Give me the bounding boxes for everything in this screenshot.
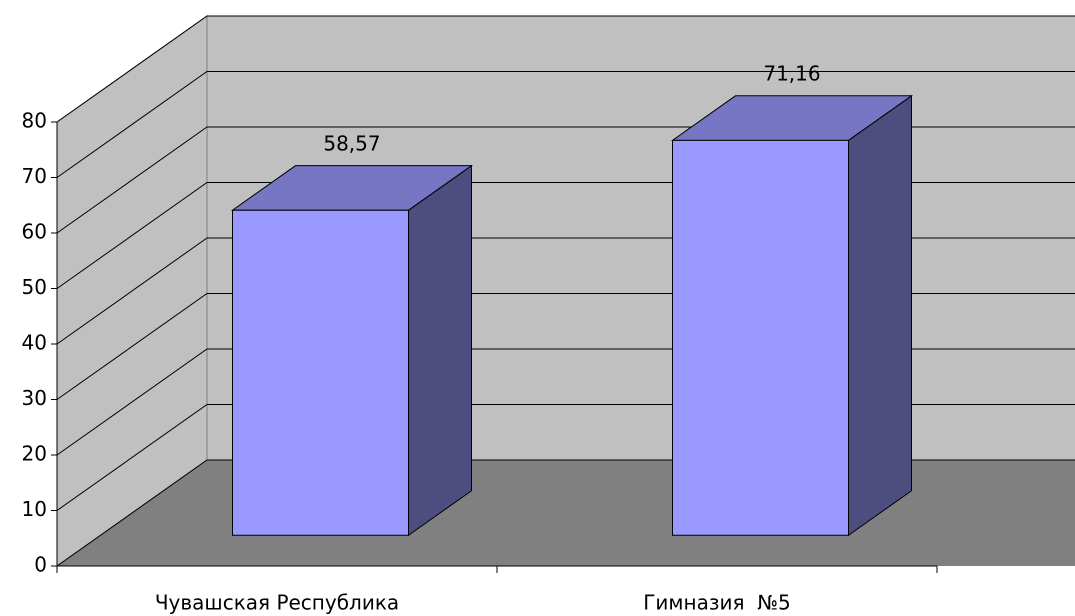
grid-line bbox=[56, 293, 1075, 400]
bar bbox=[672, 139, 849, 536]
floor-right bbox=[937, 468, 1075, 566]
grid-line bbox=[56, 404, 1075, 511]
y-tick-label: 80 bbox=[22, 109, 47, 133]
grid-line bbox=[56, 71, 1075, 178]
grid-line bbox=[56, 237, 1075, 345]
x-tick-label: Гимназия №5 bbox=[643, 591, 791, 615]
grid-line bbox=[56, 126, 1075, 234]
bar bbox=[232, 209, 409, 536]
y-tick-label: 10 bbox=[22, 497, 47, 521]
floor bbox=[55, 459, 1075, 567]
grid-line bbox=[56, 348, 1075, 456]
y-tick-label: 0 bbox=[34, 553, 47, 577]
grid-line bbox=[56, 182, 1075, 289]
bar-side bbox=[408, 164, 472, 537]
x-tick-label: Чувашская Республика bbox=[155, 591, 399, 615]
y-tick-label: 20 bbox=[22, 442, 47, 466]
y-tick-label: 70 bbox=[22, 164, 47, 188]
y-tick-label: 50 bbox=[22, 275, 47, 299]
y-tick-label: 40 bbox=[22, 331, 47, 355]
y-tick-label: 60 bbox=[22, 220, 47, 244]
grid-line bbox=[56, 15, 1075, 123]
value-label: 71,16 bbox=[763, 62, 820, 86]
value-label: 58,57 bbox=[323, 131, 380, 155]
grid-line bbox=[56, 459, 1075, 567]
bar-side bbox=[848, 94, 912, 537]
y-tick-label: 30 bbox=[22, 386, 47, 410]
